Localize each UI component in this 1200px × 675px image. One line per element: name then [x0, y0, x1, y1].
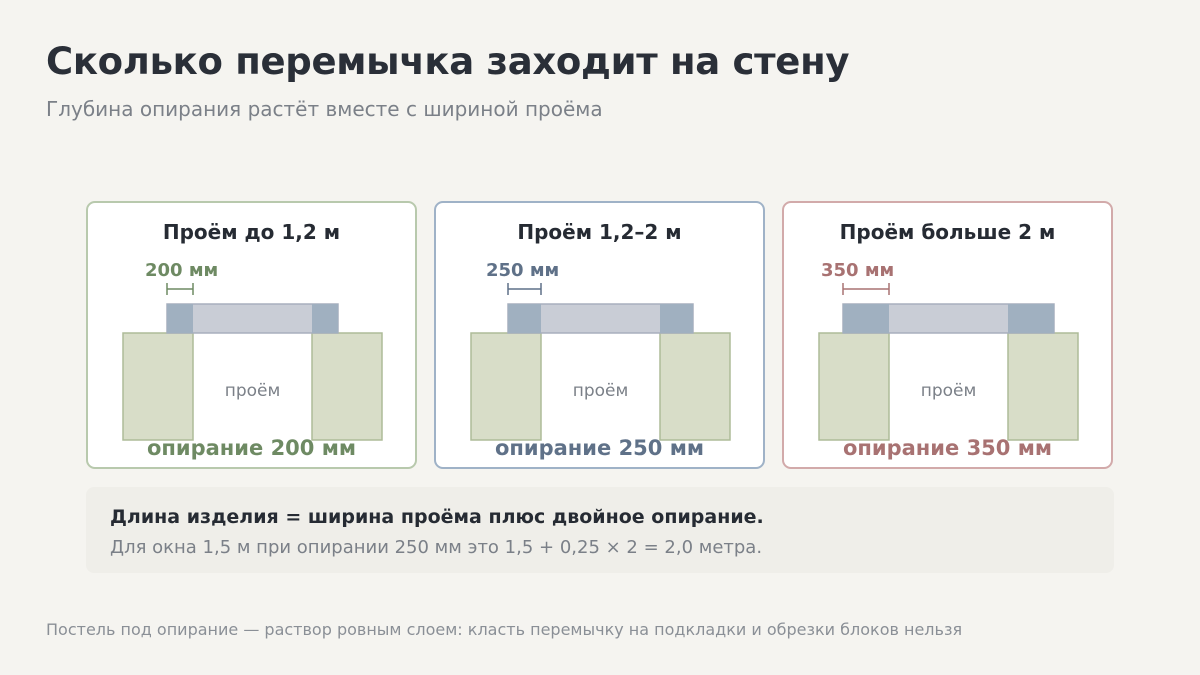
left-bearing-zone [508, 304, 541, 333]
right-wall [1007, 332, 1079, 441]
lintel-beam [166, 303, 339, 334]
right-bearing-zone [1008, 304, 1054, 333]
formula-example: Для окна 1,5 м при опирании 250 мм это 1… [110, 537, 763, 558]
opening-label: проём [921, 381, 977, 401]
lintel-diagram: проём 250 мм [470, 260, 731, 441]
card-medium-opening: Проём 1,2–2 м проём 250 мм опирание 250 м… [434, 201, 765, 469]
right-bearing-zone [660, 304, 693, 333]
right-wall [659, 332, 731, 441]
card-title: Проём до 1,2 м [162, 220, 341, 244]
left-wall [122, 332, 194, 441]
lintel-diagram: проём 200 мм [122, 260, 383, 441]
dimension-label: 250 мм [486, 260, 559, 281]
left-wall [470, 332, 542, 441]
right-bearing-zone [312, 304, 338, 333]
lintel-diagram: проём 350 мм [818, 260, 1079, 441]
formula-main: Длина изделия = ширина проёма плюс двойн… [110, 506, 764, 528]
page-subtitle: Глубина опирания растёт вместе с шириной… [46, 97, 603, 121]
bearing-caption: опирание 350 мм [842, 436, 1053, 460]
opening-label: проём [573, 381, 629, 401]
card-small-opening: Проём до 1,2 м проём 200 мм опирание 200 … [86, 201, 417, 469]
card-large-opening: Проём больше 2 м проём 350 мм опирание 35… [782, 201, 1113, 469]
opening-label: проём [225, 381, 281, 401]
bearing-caption: опирание 250 мм [494, 436, 705, 460]
dimension-label: 350 мм [821, 260, 894, 281]
left-bearing-zone [843, 304, 889, 333]
card-title: Проём 1,2–2 м [517, 220, 682, 244]
card-title: Проём больше 2 м [839, 220, 1056, 244]
bearing-caption: опирание 200 мм [146, 436, 357, 460]
dimension-label: 200 мм [145, 260, 218, 281]
left-bearing-zone [167, 304, 193, 333]
footer-note: Постель под опирание — раствор ровным сл… [46, 620, 963, 639]
left-wall [818, 332, 890, 441]
page-title: Сколько перемычка заходит на стену [46, 40, 850, 83]
right-wall [311, 332, 383, 441]
formula-note: Длина изделия = ширина проёма плюс двойн… [86, 487, 1114, 573]
